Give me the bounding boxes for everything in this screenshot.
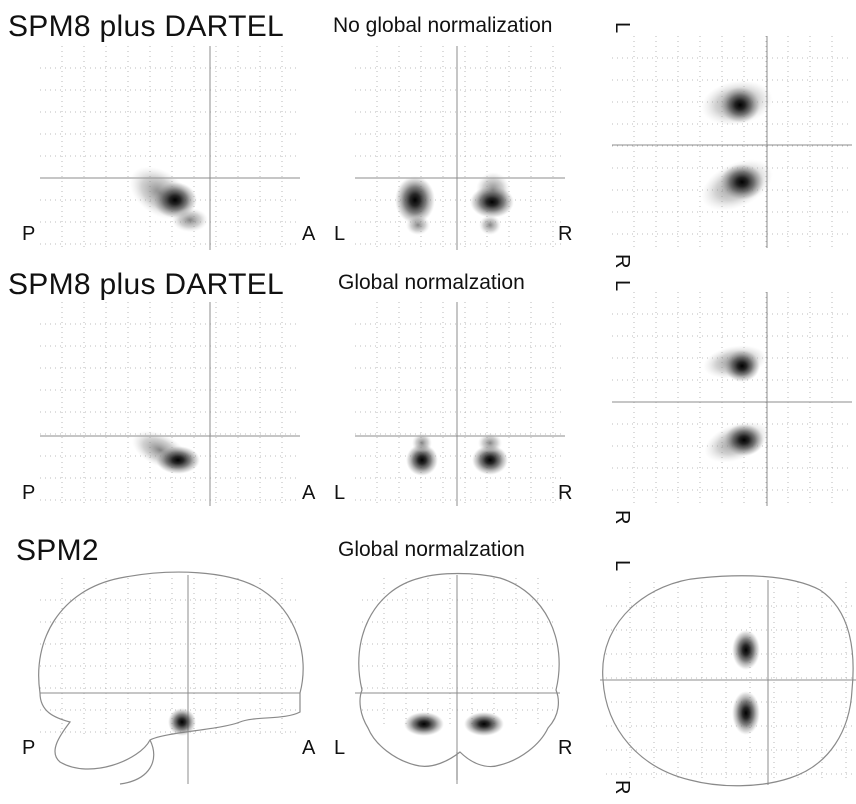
row1-title: SPM8 plus DARTEL	[8, 10, 285, 43]
row2-axial-grid	[612, 292, 852, 506]
row3-sagittal-outline	[38, 571, 304, 770]
row3-brain-outlines	[38, 571, 854, 787]
row3-subtitle: Global normalzation	[338, 538, 525, 561]
row3-activations	[168, 630, 760, 736]
row2-sagittal-grid	[40, 302, 300, 506]
row1-activations	[129, 80, 773, 235]
row2-subtitle: Global normalzation	[338, 271, 525, 294]
row3-coronal-left-label: L	[334, 737, 346, 759]
row1-sagittal-right-label: A	[302, 223, 316, 245]
row3-title: SPM2	[16, 534, 99, 567]
row3-coronal-right-label: R	[558, 737, 573, 759]
row2-sagittal-right-label: A	[302, 482, 316, 504]
row2-title: SPM8 plus DARTEL	[8, 268, 285, 301]
row3-crosshairs	[40, 575, 856, 785]
row1-subtitle: No global normalization	[333, 14, 553, 37]
row2-sagittal-left-label: P	[22, 482, 36, 504]
row3-axial-outline	[602, 575, 854, 787]
row1-coronal-right-label: R	[558, 223, 573, 245]
row1-coronal-left-label: L	[334, 223, 346, 245]
row2-activations	[131, 345, 770, 476]
row3-coronal-grid	[362, 578, 556, 728]
row1-sagittal-left-label: P	[22, 223, 36, 245]
row1-axial-grid	[612, 36, 852, 248]
row3-sagittal-right-label: A	[302, 737, 316, 759]
row3-sagittal-left-label: P	[22, 737, 36, 759]
row2-coronal-grid	[355, 302, 565, 506]
row3-sagittal-cerebellum	[119, 739, 155, 785]
row3-axial-grid	[606, 582, 852, 782]
row2-coronal-left-label: L	[334, 482, 346, 504]
row2-crosshairs	[40, 292, 852, 506]
row3-coronal-outline	[358, 572, 560, 768]
row1-coronal-grid	[355, 46, 565, 250]
row3-sagittal-grid	[40, 578, 300, 738]
row2-coronal-right-label: R	[558, 482, 573, 504]
